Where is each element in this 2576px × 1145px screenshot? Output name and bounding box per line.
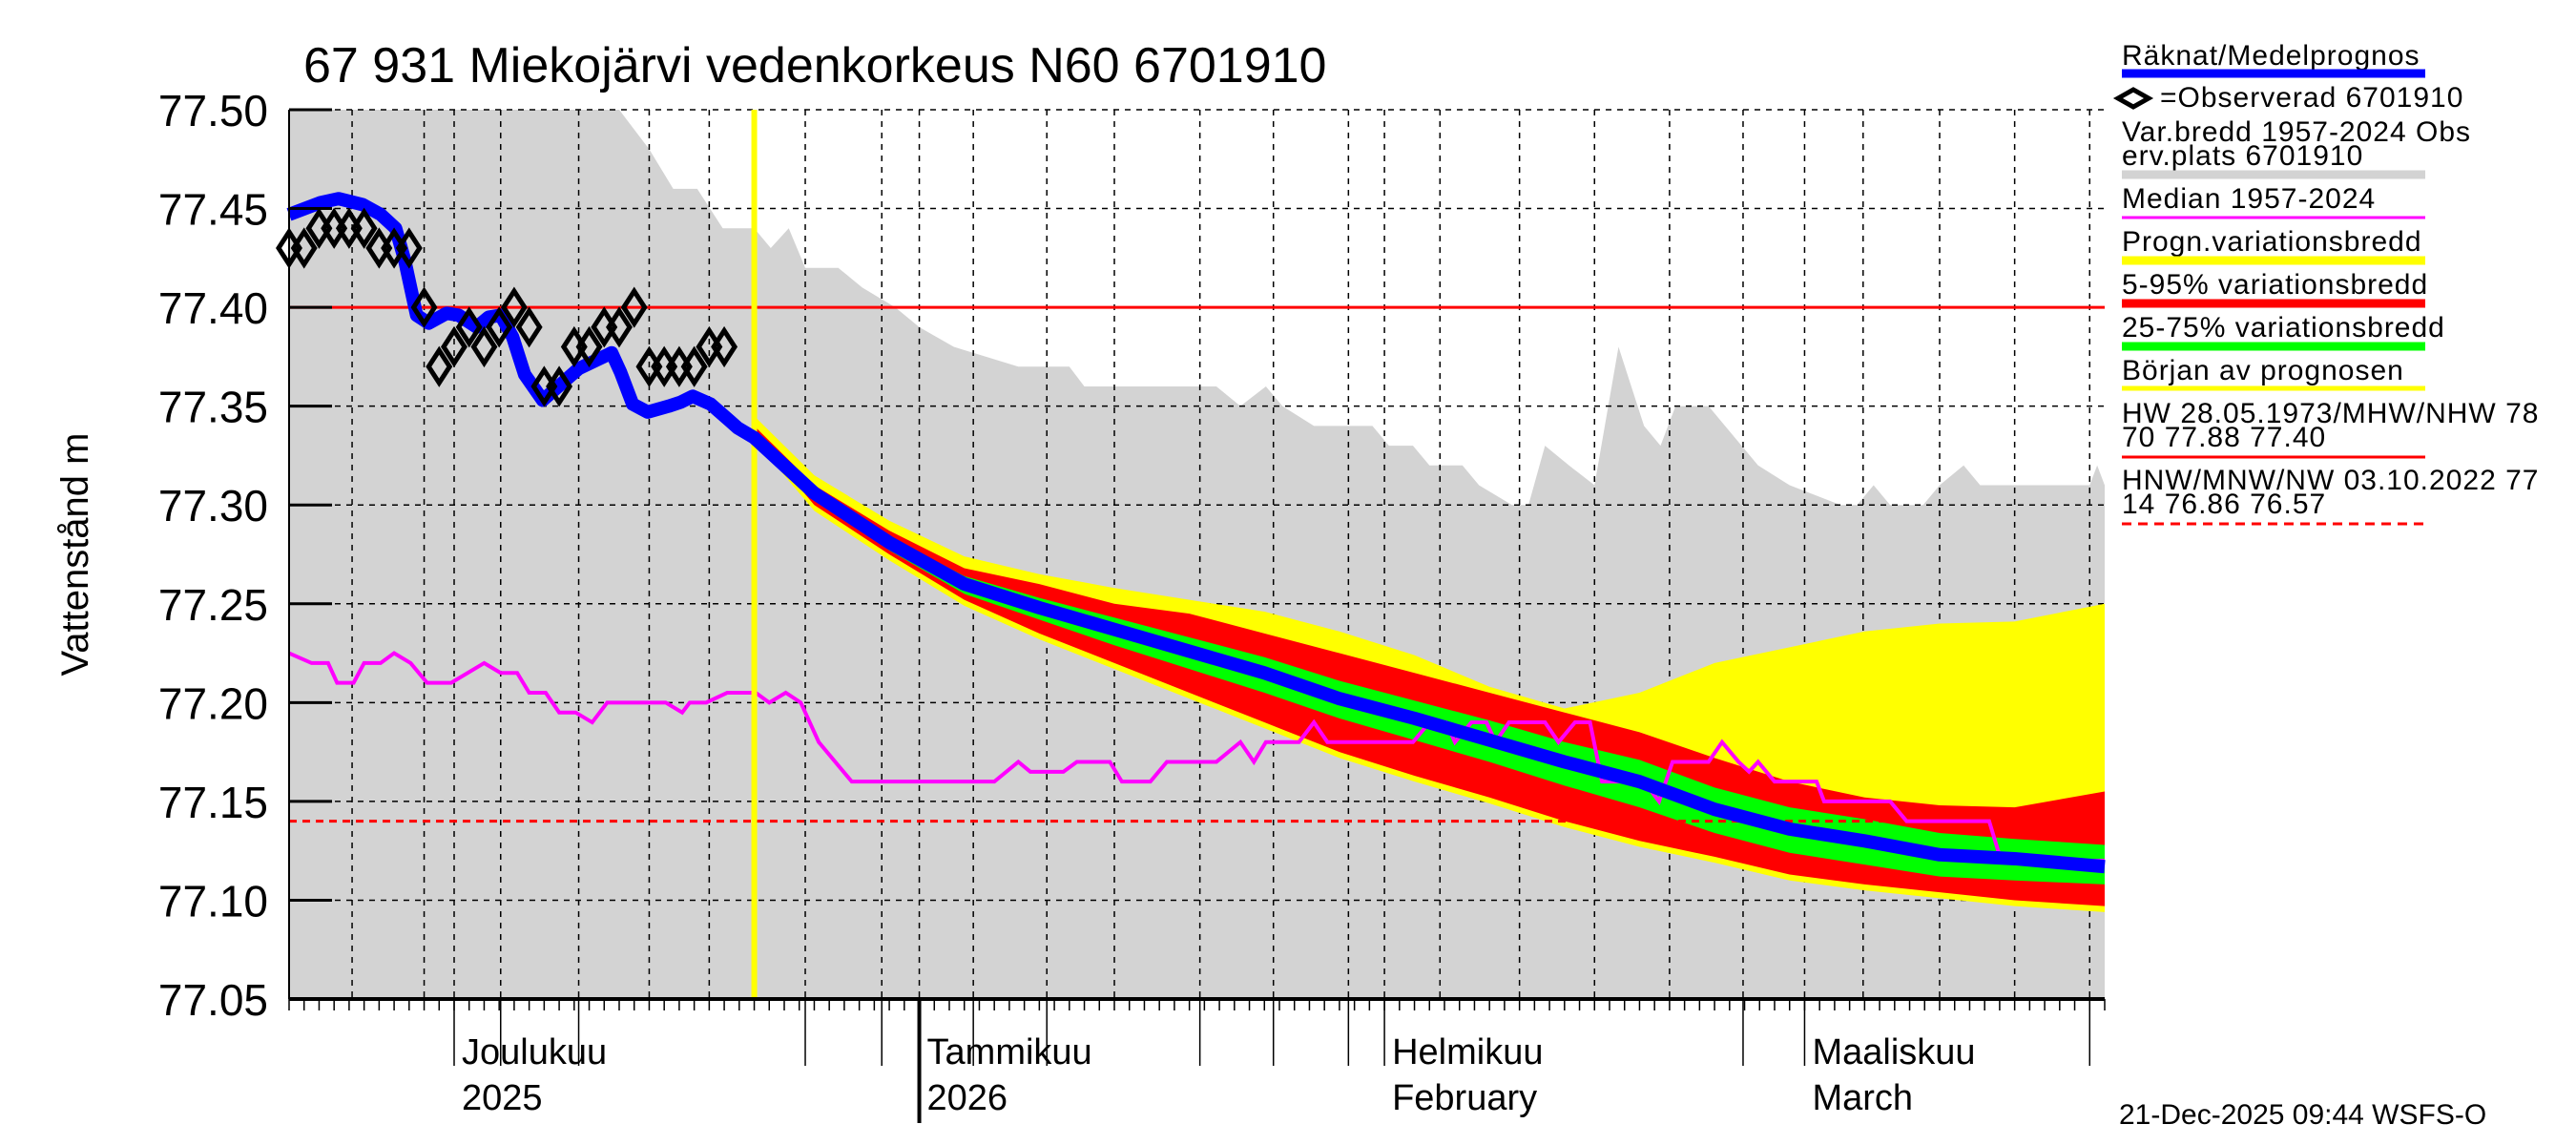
legend: Räknat/Medelprognos =Observerad 6701910Va… xyxy=(2112,40,2539,526)
x-month-labels: Joulukuu 2025 Tammikuu 2026 Helmikuu February… xyxy=(462,1032,1976,1118)
legend-label: Räknat/Medelprognos xyxy=(2122,40,2420,72)
observed-point xyxy=(606,306,633,348)
month-label: Joulukuu xyxy=(462,1032,607,1072)
legend-label: Början av prognosen xyxy=(2122,355,2404,386)
observed-point xyxy=(575,325,603,368)
y-tick-label: 77.50 xyxy=(158,86,268,135)
forecast-5-95-band xyxy=(754,426,2106,906)
y-tick-label: 77.20 xyxy=(158,678,268,728)
y-tick-labels: 77.50 77.45 77.40 77.35 77.30 77.25 77.20 77.15… xyxy=(158,86,332,1025)
y-axis-label: Vattenstånd m xyxy=(54,433,96,677)
y-tick-label: 77.45 xyxy=(158,185,268,235)
observed-point xyxy=(410,286,438,328)
legend-swatch xyxy=(2122,385,2425,391)
observed-point xyxy=(680,345,708,387)
legend-swatch xyxy=(2122,455,2425,459)
forecast-25-75-band xyxy=(754,433,2106,885)
legend-label: 5-95% variationsbredd xyxy=(2122,269,2428,301)
observed-point xyxy=(546,365,573,407)
legend-label: Progn.variationsbredd xyxy=(2122,226,2422,258)
legend-label: Median 1957-2024 xyxy=(2122,183,2376,215)
y-tick-label: 77.35 xyxy=(158,383,268,432)
observed-point xyxy=(500,286,528,328)
y-tick-label: 77.10 xyxy=(158,876,268,926)
observed-point xyxy=(350,207,378,249)
year-label: March xyxy=(1812,1078,1913,1118)
y-tick-label: 77.30 xyxy=(158,481,268,531)
observed-point xyxy=(711,325,738,368)
y-tick-label: 77.40 xyxy=(158,283,268,333)
observed-point xyxy=(395,227,423,269)
legend-swatch xyxy=(2122,299,2425,308)
month-label: Helmikuu xyxy=(1392,1032,1543,1072)
y-tick-label: 77.25 xyxy=(158,580,268,630)
legend-label: HW 28.05.1973/MHW/NHW 78 xyxy=(2122,398,2539,429)
chart-title: 67 931 Miekojärvi vedenkorkeus N60 67019… xyxy=(303,38,1326,94)
legend-label: HNW/MNW/NW 03.10.2022 77 xyxy=(2122,465,2539,496)
legend-swatch xyxy=(2122,342,2425,351)
legend-label: =Observerad 6701910 xyxy=(2160,82,2463,114)
observed-point xyxy=(515,306,543,348)
month-label: Maaliskuu xyxy=(1812,1032,1975,1072)
timestamp: 21-Dec-2025 09:44 WSFS-O xyxy=(2119,1099,2486,1131)
legend-label: 25-75% variationsbredd xyxy=(2122,312,2445,344)
legend-swatch xyxy=(2122,69,2425,78)
legend-swatch xyxy=(2122,216,2425,219)
legend-label: 14 76.86 76.57 xyxy=(2122,489,2326,520)
legend-diamond-icon xyxy=(2112,87,2154,110)
year-label: 2025 xyxy=(462,1078,543,1118)
legend-label: 70 77.88 77.40 xyxy=(2122,422,2326,453)
legend-label: erv.plats 6701910 xyxy=(2122,140,2363,172)
observed-point xyxy=(620,286,648,328)
year-label: 2026 xyxy=(927,1078,1008,1118)
observed-point xyxy=(426,345,453,387)
observed-point xyxy=(470,325,498,368)
y-tick-label: 77.15 xyxy=(158,778,268,827)
legend-swatch xyxy=(2122,256,2425,265)
observed-point xyxy=(441,325,467,368)
observed-point xyxy=(455,306,483,348)
month-label: Tammikuu xyxy=(927,1032,1092,1072)
y-tick-label: 77.05 xyxy=(158,975,268,1025)
year-label: February xyxy=(1392,1078,1537,1118)
median-line xyxy=(288,651,2105,864)
legend-swatch xyxy=(2122,170,2425,179)
legend-label: Var.bredd 1957-2024 Obs xyxy=(2122,116,2471,148)
plot-area xyxy=(276,109,2106,1123)
observed-point xyxy=(486,306,513,348)
observed-point xyxy=(290,227,318,269)
